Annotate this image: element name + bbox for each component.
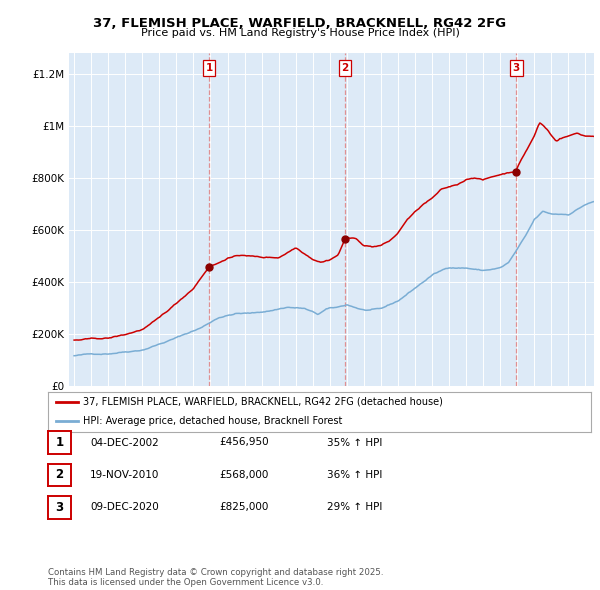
Text: 1: 1: [55, 436, 64, 449]
Text: HPI: Average price, detached house, Bracknell Forest: HPI: Average price, detached house, Brac…: [83, 415, 343, 425]
Text: 29% ↑ HPI: 29% ↑ HPI: [327, 503, 382, 512]
Text: 3: 3: [512, 63, 520, 73]
Text: 09-DEC-2020: 09-DEC-2020: [90, 503, 159, 512]
Text: 36% ↑ HPI: 36% ↑ HPI: [327, 470, 382, 480]
Text: 2: 2: [341, 63, 349, 73]
Text: Price paid vs. HM Land Registry's House Price Index (HPI): Price paid vs. HM Land Registry's House …: [140, 28, 460, 38]
Text: 2: 2: [55, 468, 64, 481]
Text: 37, FLEMISH PLACE, WARFIELD, BRACKNELL, RG42 2FG (detached house): 37, FLEMISH PLACE, WARFIELD, BRACKNELL, …: [83, 397, 443, 407]
Text: 04-DEC-2002: 04-DEC-2002: [90, 438, 159, 447]
Text: Contains HM Land Registry data © Crown copyright and database right 2025.
This d: Contains HM Land Registry data © Crown c…: [48, 568, 383, 587]
Text: 19-NOV-2010: 19-NOV-2010: [90, 470, 160, 480]
Text: £825,000: £825,000: [219, 503, 268, 512]
Text: £568,000: £568,000: [219, 470, 268, 480]
Text: 37, FLEMISH PLACE, WARFIELD, BRACKNELL, RG42 2FG: 37, FLEMISH PLACE, WARFIELD, BRACKNELL, …: [94, 17, 506, 30]
Text: 3: 3: [55, 501, 64, 514]
Text: 35% ↑ HPI: 35% ↑ HPI: [327, 438, 382, 447]
Text: 1: 1: [205, 63, 213, 73]
Text: £456,950: £456,950: [219, 438, 269, 447]
